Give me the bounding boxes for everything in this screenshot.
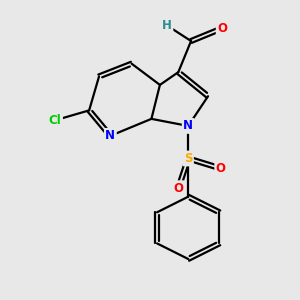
Text: O: O bbox=[217, 22, 227, 35]
Text: S: S bbox=[184, 152, 193, 165]
Text: N: N bbox=[105, 129, 116, 142]
Text: Cl: Cl bbox=[49, 114, 61, 127]
Text: O: O bbox=[173, 182, 183, 195]
Text: O: O bbox=[216, 162, 226, 175]
Text: N: N bbox=[183, 119, 193, 132]
Text: H: H bbox=[162, 19, 172, 32]
